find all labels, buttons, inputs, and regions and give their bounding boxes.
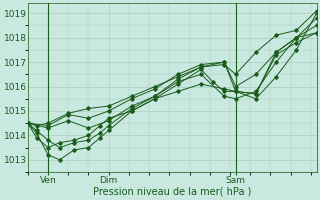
X-axis label: Pression niveau de la mer( hPa ): Pression niveau de la mer( hPa ) <box>93 187 252 197</box>
